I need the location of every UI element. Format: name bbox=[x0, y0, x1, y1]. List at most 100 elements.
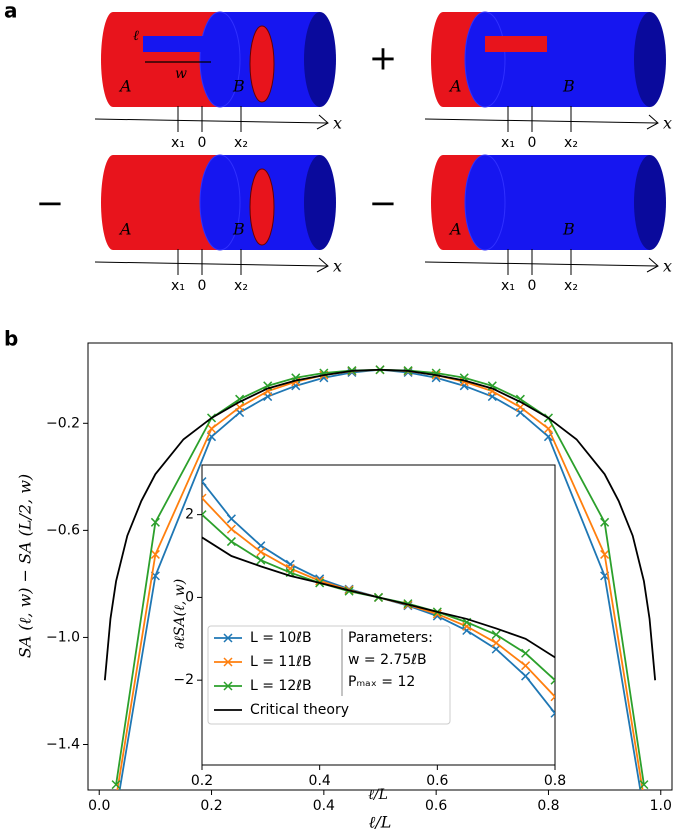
axis-label: x bbox=[663, 114, 672, 133]
marker bbox=[550, 675, 555, 685]
panel-a: ℓ w A Bx x₁ 0 x₂ A Bx x₁ 0 x₂ A Bx x₁ 0 x₂ A Bx x₁ 0 x₂ + − − bbox=[36, 11, 672, 294]
marker bbox=[202, 493, 207, 503]
marker bbox=[515, 402, 525, 412]
inner-face bbox=[249, 25, 275, 103]
cylinder-face bbox=[199, 154, 241, 251]
x-tick-label: 0.6 bbox=[425, 798, 447, 814]
axis-tick-label: 0 bbox=[198, 135, 207, 151]
axis-tick-label: x₁ bbox=[501, 278, 515, 294]
x-tick-label: 0.0 bbox=[88, 798, 110, 814]
marker bbox=[491, 638, 501, 648]
marker bbox=[207, 424, 217, 434]
series-line bbox=[202, 536, 555, 659]
marker bbox=[202, 510, 207, 520]
axis-label: x bbox=[333, 114, 342, 133]
legend-marker bbox=[223, 681, 233, 691]
operator: − bbox=[369, 184, 398, 224]
x-axis bbox=[424, 261, 658, 267]
diagram: A Bx x₁ 0 x₂ bbox=[94, 154, 342, 294]
x-tick-label: 0.4 bbox=[309, 773, 331, 789]
legend-marker bbox=[223, 657, 233, 667]
series-line bbox=[103, 368, 657, 681]
marker bbox=[543, 424, 553, 434]
arrow-head bbox=[316, 114, 329, 130]
marker bbox=[639, 780, 649, 790]
axis-tick-label: x₂ bbox=[564, 278, 578, 294]
marker bbox=[112, 794, 120, 802]
marker bbox=[600, 517, 610, 527]
cylinder-end bbox=[304, 12, 336, 107]
panel-label: b bbox=[4, 327, 18, 351]
panel-b: 0.0 0.2 0.4 0.6 0.8 1.0 −1.4 −1.0 −0.6 −0.2 ℓ/L SA … bbox=[16, 342, 673, 832]
y-axis-label: SA (ℓ, w) − SA (L/2, w) bbox=[16, 474, 35, 658]
marker bbox=[226, 514, 236, 524]
annotation: Parameters: bbox=[348, 630, 433, 646]
operator: − bbox=[36, 184, 65, 224]
marker bbox=[226, 537, 236, 547]
plot-content bbox=[103, 365, 657, 815]
x-axis bbox=[424, 118, 658, 124]
axis-label: x bbox=[663, 257, 672, 276]
legend-label: L = 12ℓB bbox=[250, 678, 312, 694]
x-axis-label: ℓ/L bbox=[368, 787, 388, 803]
strip bbox=[485, 36, 547, 52]
diagram: A Bx x₁ 0 x₂ bbox=[424, 154, 672, 294]
marker bbox=[235, 394, 245, 404]
marker bbox=[640, 794, 648, 802]
axis-tick-label: 0 bbox=[528, 278, 537, 294]
marker bbox=[515, 394, 525, 404]
marker bbox=[256, 547, 266, 557]
marker bbox=[112, 807, 120, 815]
marker bbox=[111, 780, 121, 790]
marker bbox=[150, 517, 160, 527]
cylinder-end bbox=[304, 155, 336, 250]
y-tick-label: −2 bbox=[173, 672, 194, 688]
cylinder-face bbox=[464, 154, 506, 251]
axis-tick-label: 0 bbox=[528, 135, 537, 151]
region-label: B bbox=[562, 77, 575, 96]
plot-content bbox=[202, 477, 555, 718]
x-tick-label: 0.6 bbox=[426, 773, 448, 789]
y-tick-label: −1.4 bbox=[46, 736, 80, 752]
marker bbox=[521, 661, 531, 671]
arrow-head bbox=[646, 114, 659, 130]
axis-label: x bbox=[333, 257, 342, 276]
marker bbox=[256, 555, 266, 565]
region-label: B bbox=[562, 220, 575, 239]
cylinder-end bbox=[634, 12, 666, 107]
diagram: A Bx x₁ 0 x₂ bbox=[424, 11, 672, 151]
x-axis bbox=[94, 118, 328, 124]
axis-tick-label: x₂ bbox=[234, 135, 248, 151]
x-tick-label: 0.8 bbox=[544, 773, 566, 789]
marker bbox=[150, 549, 160, 559]
y-tick-label: 0 bbox=[185, 589, 194, 605]
marker bbox=[202, 477, 207, 487]
marker bbox=[491, 630, 501, 640]
marker bbox=[521, 671, 531, 681]
x-axis bbox=[94, 261, 328, 267]
legend-marker bbox=[223, 633, 233, 643]
region-label: A bbox=[118, 220, 132, 239]
marker bbox=[600, 549, 610, 559]
axis-tick-label: x₂ bbox=[564, 135, 578, 151]
x-tick-label: 0.8 bbox=[537, 798, 559, 814]
legend-label: L = 10ℓB bbox=[250, 630, 312, 646]
x-axis-label: ℓ/L bbox=[369, 813, 392, 832]
arrow-head bbox=[316, 257, 329, 273]
x-tick-label: 0.2 bbox=[200, 798, 222, 814]
legend-label: Critical theory bbox=[250, 702, 349, 718]
marker bbox=[235, 402, 245, 412]
axis-tick-label: x₂ bbox=[234, 278, 248, 294]
legend-box bbox=[207, 625, 451, 725]
marker bbox=[226, 524, 236, 534]
region-label: A bbox=[448, 220, 462, 239]
marker bbox=[521, 648, 531, 658]
region-label: A bbox=[448, 77, 462, 96]
cylinder-end bbox=[634, 155, 666, 250]
blue-cylinder bbox=[485, 155, 650, 250]
annotation: Pₘₐₓ = 12 bbox=[348, 674, 415, 690]
strip bbox=[143, 36, 215, 52]
region-label: A bbox=[118, 77, 132, 96]
marker bbox=[550, 692, 555, 702]
